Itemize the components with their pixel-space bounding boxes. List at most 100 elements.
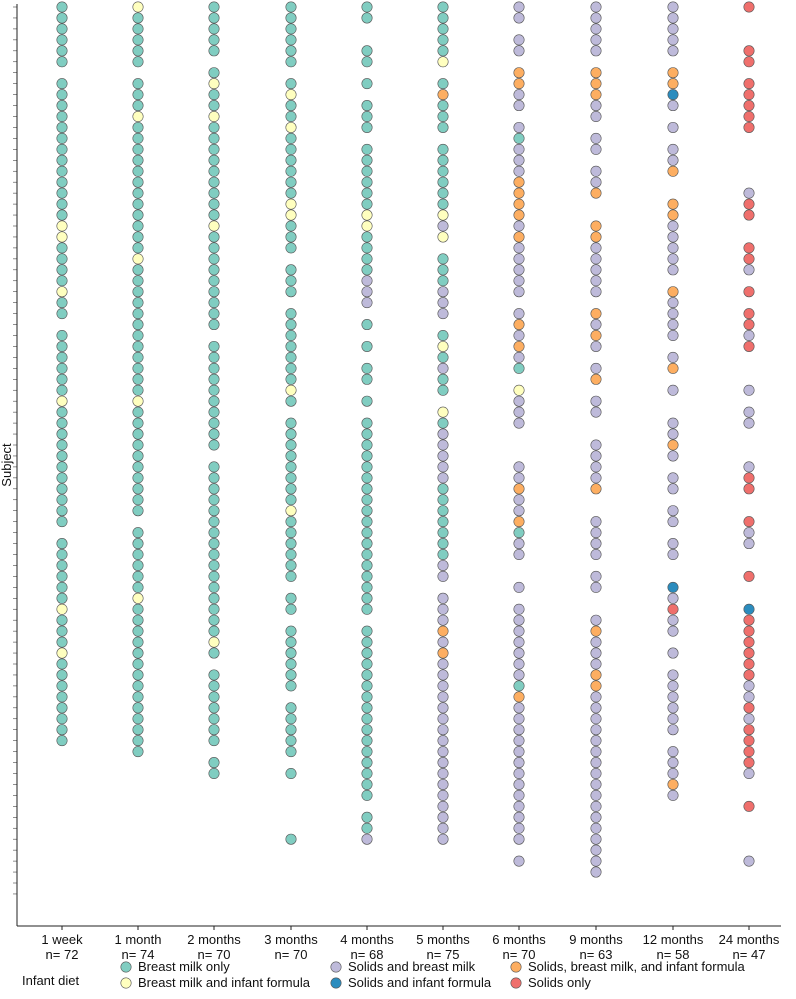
data-point [513, 669, 525, 681]
data-point [208, 362, 220, 374]
data-point [513, 395, 525, 407]
data-point [361, 724, 373, 736]
data-point [667, 45, 679, 57]
data-point [56, 647, 68, 659]
data-point [590, 45, 602, 57]
data-point [56, 362, 68, 374]
data-point [743, 56, 755, 68]
data-point [361, 56, 373, 68]
data-point [361, 581, 373, 593]
data-point [667, 253, 679, 265]
data-point [437, 603, 449, 615]
data-point [437, 286, 449, 298]
data-point [208, 647, 220, 659]
data-point [208, 198, 220, 210]
data-point [361, 111, 373, 123]
data-point [285, 100, 297, 112]
data-point [132, 746, 144, 758]
data-point [56, 417, 68, 429]
data-point [132, 319, 144, 331]
x-tick-label: 4 months [340, 932, 394, 947]
data-point [590, 373, 602, 385]
data-point [132, 45, 144, 57]
data-point [361, 592, 373, 604]
data-point [56, 625, 68, 637]
data-point [361, 187, 373, 199]
data-point [590, 691, 602, 703]
data-point [437, 680, 449, 692]
data-point [513, 548, 525, 560]
data-point [361, 680, 373, 692]
data-point [743, 735, 755, 747]
data-point [285, 680, 297, 692]
data-point [285, 23, 297, 35]
data-point [437, 702, 449, 714]
data-point [132, 680, 144, 692]
data-point [132, 406, 144, 418]
data-point [361, 450, 373, 462]
data-point [208, 209, 220, 221]
data-point [743, 121, 755, 133]
data-point [56, 559, 68, 571]
data-point [208, 253, 220, 265]
data-point [361, 340, 373, 352]
data-point [513, 351, 525, 363]
data-point [132, 100, 144, 112]
data-point [513, 253, 525, 265]
data-point [743, 461, 755, 473]
data-point [208, 286, 220, 298]
data-point [590, 100, 602, 112]
data-point [208, 154, 220, 166]
data-point [437, 231, 449, 243]
data-point [590, 625, 602, 637]
data-point [590, 581, 602, 593]
data-point [361, 483, 373, 495]
data-point [285, 713, 297, 725]
data-point [590, 67, 602, 79]
data-point [437, 406, 449, 418]
data-point [56, 724, 68, 736]
data-point [590, 111, 602, 123]
data-point [590, 483, 602, 495]
data-point [132, 78, 144, 90]
data-point [132, 691, 144, 703]
data-point [590, 461, 602, 473]
data-point [590, 538, 602, 550]
data-point [743, 669, 755, 681]
data-point [208, 702, 220, 714]
data-point [437, 384, 449, 396]
data-point [590, 319, 602, 331]
data-point [208, 67, 220, 79]
data-point [208, 559, 220, 571]
data-point [56, 253, 68, 265]
data-point [132, 220, 144, 232]
data-point [667, 264, 679, 276]
data-point [743, 45, 755, 57]
data-point [437, 209, 449, 221]
data-point [513, 757, 525, 769]
data-point [285, 154, 297, 166]
data-point [285, 439, 297, 451]
data-point [132, 483, 144, 495]
data-point [56, 154, 68, 166]
data-point [437, 746, 449, 758]
data-point [208, 603, 220, 615]
data-point [667, 417, 679, 429]
data-point [132, 253, 144, 265]
data-point [667, 67, 679, 79]
data-point [56, 680, 68, 692]
data-point [667, 778, 679, 790]
data-point [667, 603, 679, 615]
data-point [667, 297, 679, 309]
data-point [285, 308, 297, 320]
data-point [590, 735, 602, 747]
data-point [132, 636, 144, 648]
data-point [285, 548, 297, 560]
data-point [56, 209, 68, 221]
data-point [56, 143, 68, 155]
data-point [361, 286, 373, 298]
data-point [361, 143, 373, 155]
data-point [437, 198, 449, 210]
data-point [56, 242, 68, 254]
